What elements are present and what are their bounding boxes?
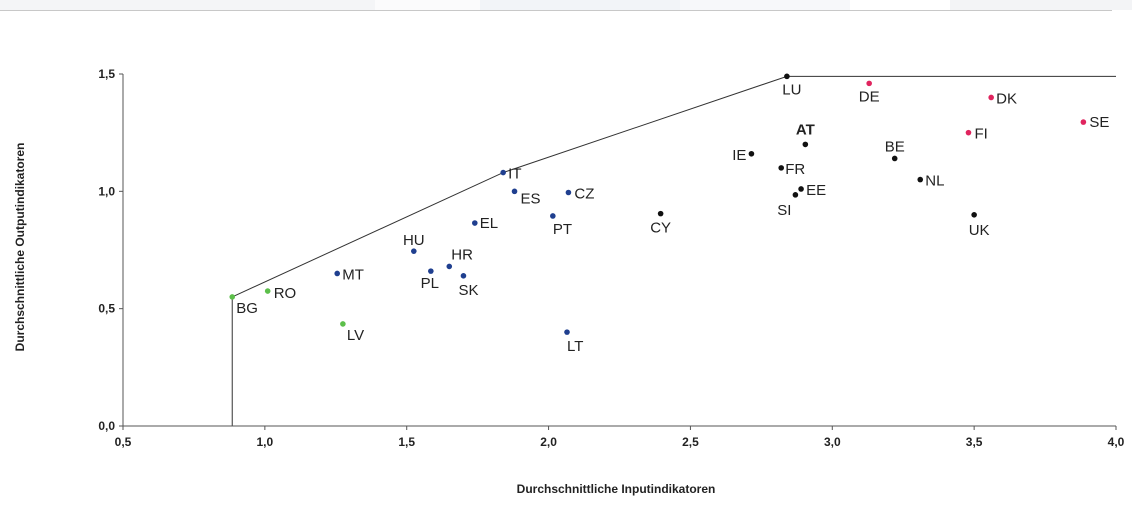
point-label-mt: MT bbox=[342, 266, 364, 283]
x-tick-label: 3,5 bbox=[966, 435, 983, 449]
point-label-lv: LV bbox=[347, 327, 364, 344]
point-nl bbox=[917, 176, 924, 183]
point-sk bbox=[460, 273, 467, 279]
y-tick-label: 1,5 bbox=[98, 67, 115, 81]
point-hr bbox=[446, 263, 453, 270]
point-label-si: SI bbox=[777, 202, 791, 219]
top-banner bbox=[0, 0, 1132, 10]
x-tick-label: 1,5 bbox=[398, 435, 415, 449]
point-label-fr: FR bbox=[785, 161, 805, 178]
point-label-ie: IE bbox=[732, 147, 746, 164]
point-label-pt: PT bbox=[553, 221, 572, 238]
x-tick-label: 0,5 bbox=[115, 435, 132, 449]
point-label-dk: DK bbox=[996, 90, 1017, 107]
point-lv bbox=[340, 321, 346, 327]
point-ee bbox=[798, 186, 804, 192]
point-at bbox=[802, 141, 809, 148]
point-label-bg: BG bbox=[236, 300, 258, 317]
point-fi bbox=[965, 129, 972, 136]
point-ie bbox=[748, 150, 755, 157]
point-pt bbox=[550, 213, 556, 219]
point-label-es: ES bbox=[521, 190, 541, 207]
axes bbox=[122, 74, 1116, 427]
point-label-nl: NL bbox=[925, 173, 944, 190]
point-mt bbox=[334, 270, 341, 277]
tick-labels: 0,5 1,0 1,5 2,0 2,5 3,0 3,5 4,00,00,51,01,5 bbox=[98, 67, 1124, 449]
point-uk bbox=[971, 212, 977, 218]
point-ro bbox=[264, 288, 271, 294]
point-lu bbox=[784, 73, 790, 80]
y-tick-label: 0,0 bbox=[98, 419, 115, 433]
point-cz bbox=[565, 189, 572, 196]
point-label-be: BE bbox=[885, 138, 905, 155]
point-label-ee: EE bbox=[806, 182, 826, 199]
point-label-hu: HU bbox=[403, 232, 425, 249]
point-de bbox=[866, 80, 872, 87]
point-label-sk: SK bbox=[458, 282, 478, 299]
point-label-at: AT bbox=[796, 121, 815, 138]
point-label-it: IT bbox=[508, 166, 521, 183]
y-tick-label: 0,5 bbox=[98, 302, 115, 316]
point-label-lu: LU bbox=[782, 81, 801, 98]
point-label-pl: PL bbox=[421, 275, 439, 292]
point-it bbox=[500, 169, 506, 176]
x-tick-label: 2,5 bbox=[682, 435, 699, 449]
point-cy bbox=[657, 210, 664, 217]
point-fr bbox=[778, 165, 785, 171]
point-bg bbox=[229, 294, 236, 300]
point-label-uk: UK bbox=[969, 222, 990, 239]
x-axis-title: Durchschnittliche Inputindikatoren bbox=[517, 482, 716, 496]
point-label-hr: HR bbox=[451, 246, 473, 263]
y-axis-title: Durchschnittliche Outputindikatoren bbox=[13, 143, 27, 352]
point-label-cz: CZ bbox=[574, 186, 594, 203]
point-si bbox=[792, 192, 799, 198]
point-lt bbox=[564, 329, 570, 335]
point-es bbox=[511, 188, 518, 195]
point-label-lt: LT bbox=[567, 338, 583, 355]
x-tick-label: 3,0 bbox=[824, 435, 841, 449]
point-label-ro: RO bbox=[274, 285, 297, 302]
point-dk bbox=[988, 94, 994, 101]
x-tick-label: 1,0 bbox=[257, 435, 274, 449]
top-divider bbox=[0, 10, 1112, 11]
point-se bbox=[1080, 119, 1087, 125]
point-label-fi: FI bbox=[974, 126, 987, 143]
x-tick-label: 4,0 bbox=[1108, 435, 1125, 449]
point-label-se: SE bbox=[1089, 114, 1109, 131]
point-label-de: DE bbox=[859, 88, 880, 105]
point-be bbox=[891, 155, 898, 162]
point-label-el: EL bbox=[480, 215, 498, 232]
x-tick-label: 2,0 bbox=[540, 435, 557, 449]
point-el bbox=[472, 220, 478, 226]
point-hu bbox=[411, 248, 417, 254]
point-pl bbox=[428, 268, 434, 274]
y-tick-label: 1,0 bbox=[98, 184, 115, 198]
point-label-cy: CY bbox=[650, 220, 671, 237]
